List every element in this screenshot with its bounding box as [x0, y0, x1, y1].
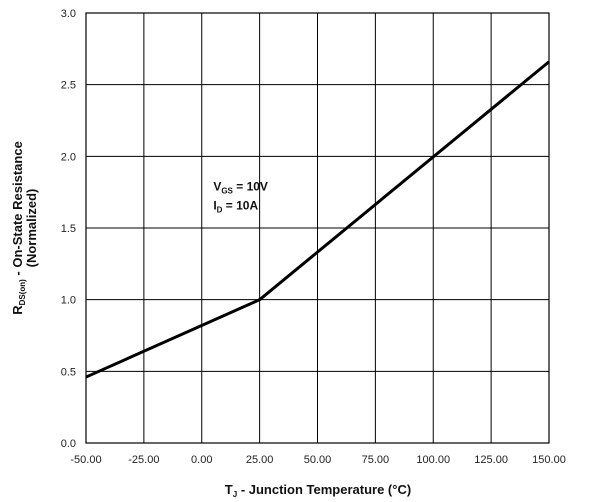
x-tick-label: 150.00: [532, 454, 566, 466]
x-axis-ticks: -50.00 -25.00 0.00 25.00 50.00 75.00 100.00 125…: [70, 454, 565, 466]
x-tick-label: 100.00: [416, 454, 450, 466]
x-tick-label: 50.00: [304, 454, 332, 466]
annotations: VGS = 10V ID = 10A: [213, 180, 268, 215]
y-axis-label-line2: (Normalized): [24, 189, 39, 268]
y-tick-label: 2.0: [61, 151, 76, 163]
grid: [85, 12, 550, 444]
y-tick-label: 1.5: [61, 223, 76, 235]
series-line: [85, 60, 550, 379]
x-tick-label: 75.00: [362, 454, 390, 466]
x-tick-label: 0.00: [191, 454, 212, 466]
y-axis-label: RDS(on) - On-State Resistance (Normalize…: [10, 141, 39, 315]
y-tick-label: 1.0: [61, 295, 76, 307]
y-axis-label-line1: RDS(on) - On-State Resistance: [10, 141, 27, 315]
x-tick-label: -25.00: [128, 454, 159, 466]
x-tick-label: 125.00: [474, 454, 508, 466]
y-tick-label: 0.0: [61, 438, 76, 450]
x-tick-label: -50.00: [70, 454, 101, 466]
plot-frame: [85, 12, 550, 444]
annotation: VGS = 10V: [213, 180, 268, 196]
annotation: ID = 10A: [213, 198, 258, 214]
x-tick-label: 25.00: [246, 454, 274, 466]
y-tick-label: 0.5: [61, 366, 76, 378]
y-axis-ticks: 0.0 0.5 1.0 1.5 2.0 2.5 3.0: [61, 8, 76, 450]
y-tick-label: 2.5: [61, 80, 76, 92]
series-layer: [85, 60, 550, 379]
y-tick-label: 3.0: [61, 8, 76, 20]
x-axis-label: TJ - Junction Temperature (°C): [225, 482, 411, 499]
